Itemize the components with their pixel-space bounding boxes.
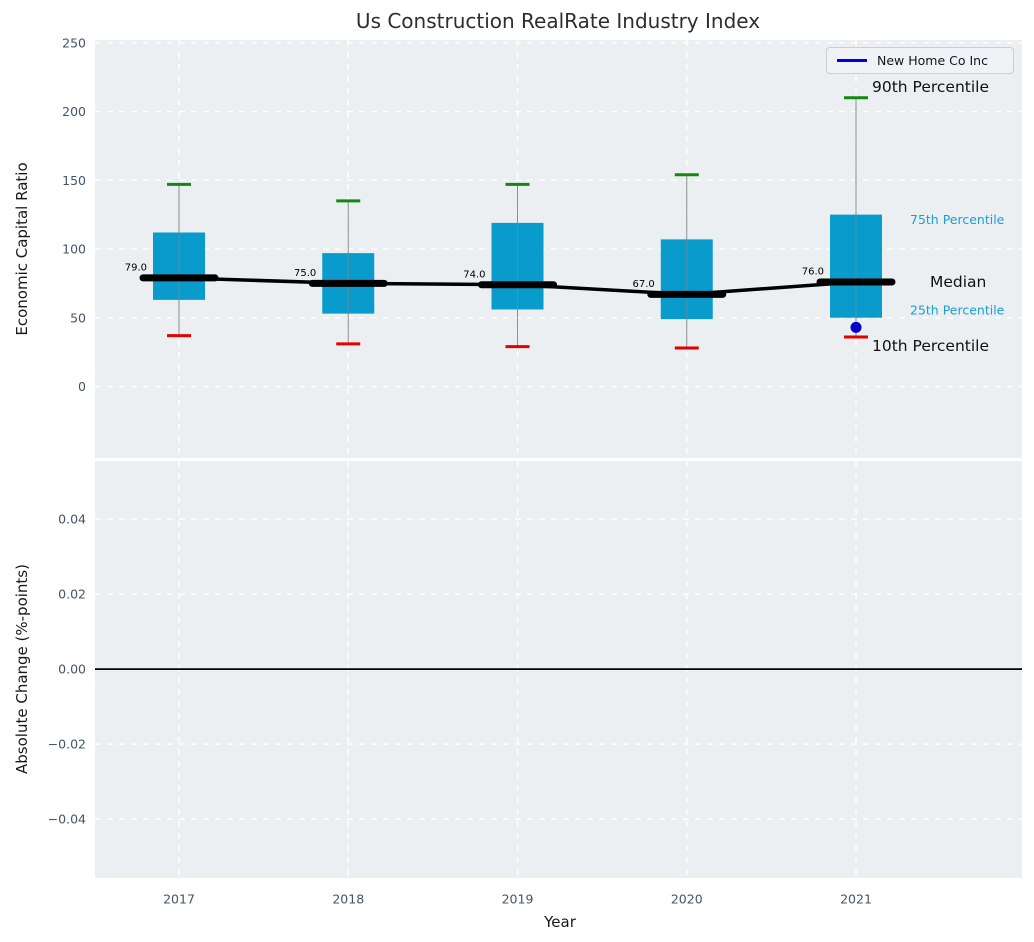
top-ytick-label: 150 [62,173,86,188]
chart-title: Us Construction RealRate Industry Index [355,9,761,33]
annotation-25th-percentile: 25th Percentile [910,302,1005,317]
top-y-axis-label: Economic Capital Ratio [13,162,31,336]
bottom-ytick-label: −0.02 [48,737,86,752]
bottom-ytick-label: 0.02 [58,587,86,602]
bottom-y-axis-label: Absolute Change (%-points) [13,564,31,774]
bottom-ytick-label: −0.04 [48,812,86,827]
x-axis-label: Year [544,913,576,931]
annotation-75th-percentile: 75th Percentile [910,212,1005,227]
xtick-label-2020: 2020 [671,892,703,907]
median-value-label-2017: 79.0 [125,262,147,273]
annotation-90th-percentile: 90th Percentile [872,78,989,96]
annotation-median: Median [930,273,986,291]
top-ytick-label: 250 [62,35,86,50]
top-ytick-label: 0 [78,379,86,394]
median-value-label-2018: 75.0 [294,268,316,279]
bottom-ytick-label: 0.00 [58,662,86,677]
xtick-label-2019: 2019 [502,892,534,907]
median-value-label-2021: 76.0 [802,267,824,278]
median-value-label-2019: 74.0 [463,269,485,280]
xtick-label-2017: 2017 [163,892,195,907]
legend-label: New Home Co Inc [877,53,988,68]
annotation-10th-percentile: 10th Percentile [872,337,989,355]
top-ytick-label: 200 [62,104,86,119]
top-ytick-label: 50 [70,310,86,325]
xtick-label-2018: 2018 [332,892,364,907]
median-value-label-2020: 67.0 [632,279,654,290]
bottom-ytick-label: 0.04 [58,512,86,527]
legend-line-swatch [837,59,867,62]
legend: New Home Co Inc [826,47,1014,74]
top-ytick-label: 100 [62,242,86,257]
company-point [850,321,862,333]
top-panel [95,40,1022,458]
xtick-label-2021: 2021 [840,892,872,907]
